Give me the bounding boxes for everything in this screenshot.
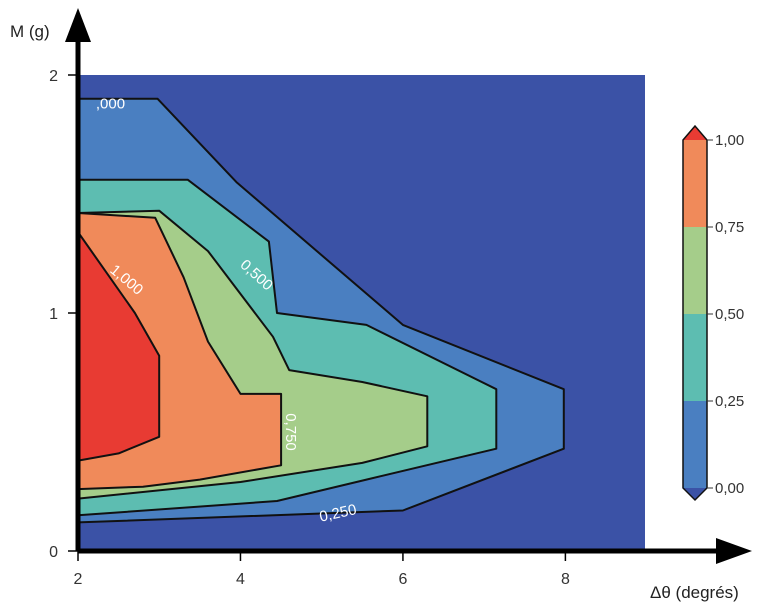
colorbar-tick-label: 0,50 — [715, 306, 744, 323]
colorbar-bin-0.75 — [683, 140, 707, 227]
contour-regions — [78, 97, 565, 524]
x-tick-label: 6 — [398, 571, 407, 588]
y-tick-label: 1 — [49, 306, 58, 323]
colorbar-tick-label: 1,00 — [715, 132, 744, 149]
colorbar-tick-label: 0,75 — [715, 219, 744, 236]
colorbar-tick-label: 0,00 — [715, 480, 744, 497]
colorbar: 0,00 0,25 0,50 0,75 1,00 — [682, 124, 744, 502]
contour-label-0: ,000 — [96, 96, 125, 113]
colorbar-tick-label: 0,25 — [715, 393, 744, 410]
y-tick-label: 0 — [49, 544, 58, 561]
x-axis-title: Δθ (degrés) — [650, 583, 739, 602]
axes: 2 4 6 8 0 1 2 — [49, 8, 752, 588]
plot-area — [78, 75, 645, 551]
colorbar-bin-0.5 — [683, 227, 707, 314]
contour-label-0.75: 0,750 — [282, 413, 299, 451]
x-tick-label: 4 — [236, 571, 245, 588]
colorbar-over-arrow — [683, 126, 707, 140]
x-tick-label: 8 — [561, 571, 570, 588]
y-axis-arrow — [65, 8, 91, 42]
colorbar-bin-0.25 — [683, 314, 707, 401]
colorbar-under-arrow — [683, 488, 707, 500]
x-tick-label: 2 — [74, 571, 83, 588]
y-axis-title: M (g) — [10, 22, 50, 41]
y-tick-label: 2 — [49, 68, 58, 85]
colorbar-bin-0 — [683, 401, 707, 488]
x-axis-arrow — [716, 538, 752, 564]
contour-region-1 — [78, 231, 161, 462]
